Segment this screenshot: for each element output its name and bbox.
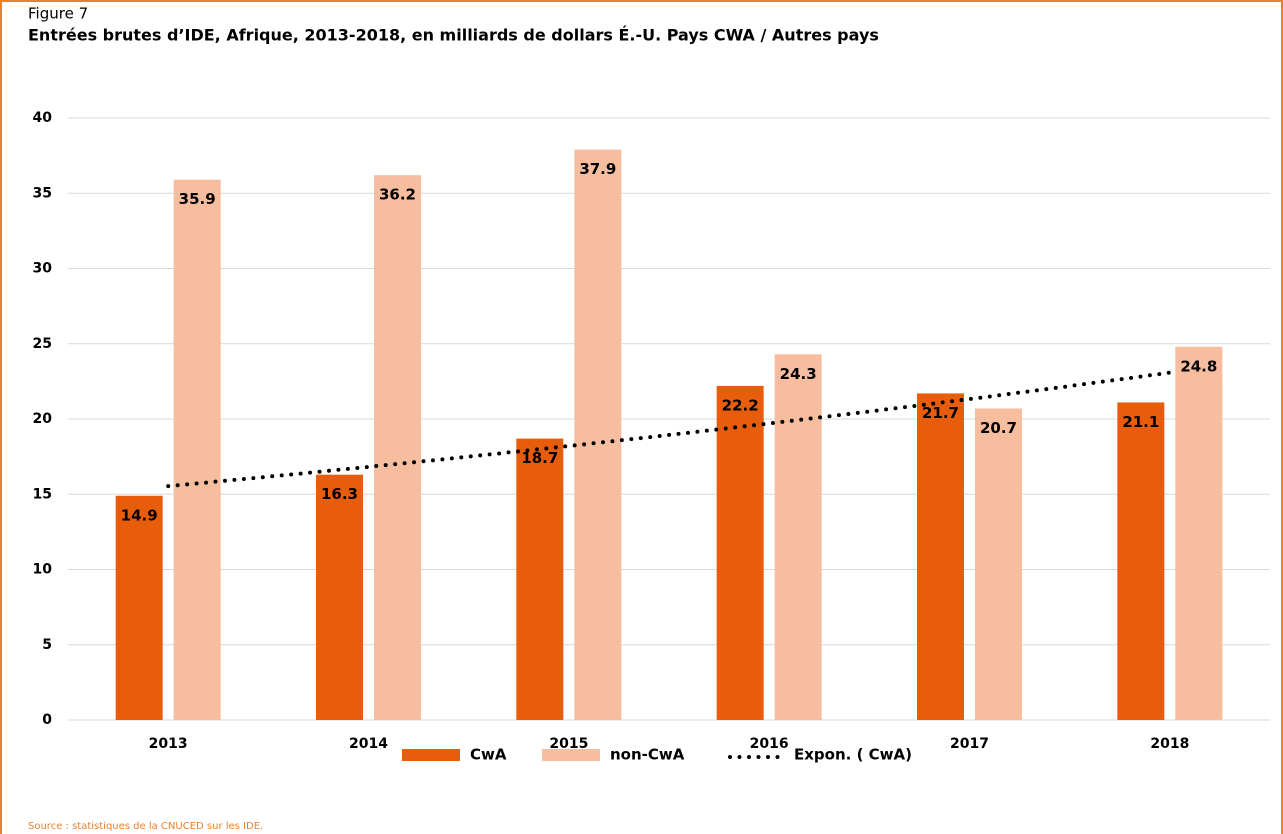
y-tick-label: 25: [33, 336, 52, 352]
x-tick-label: 2017: [950, 736, 989, 752]
x-tick-label: 2013: [149, 736, 188, 752]
data-label: 21.7: [922, 404, 959, 422]
bar: [574, 149, 622, 721]
data-label: 20.7: [980, 419, 1017, 437]
x-tick-label: 2014: [349, 736, 388, 752]
x-tick-label: 2015: [549, 736, 588, 752]
bar: [516, 438, 564, 720]
bar: [115, 495, 163, 720]
bar: [316, 474, 363, 720]
bar: [1117, 402, 1165, 720]
data-label: 22.2: [722, 396, 759, 414]
figure-label: Figure 7: [28, 5, 88, 23]
bar: [975, 408, 1022, 720]
bar: [774, 354, 822, 720]
x-tick-label: 2016: [750, 736, 789, 752]
chart-title: Entrées brutes d’IDE, Afrique, 2013-2018…: [28, 26, 879, 45]
data-label: 24.3: [780, 365, 817, 383]
bar: [173, 179, 221, 720]
legend-label: CwA: [470, 746, 507, 764]
y-tick-label: 30: [33, 261, 53, 277]
bar: [1175, 346, 1223, 720]
bar: [917, 393, 964, 720]
y-tick-label: 10: [33, 562, 53, 578]
legend-swatch: [542, 749, 600, 761]
legend-label: Expon. ( CwA): [794, 746, 912, 764]
y-tick-label: 35: [33, 185, 52, 201]
y-tick-label: 0: [42, 712, 52, 728]
bar: [374, 175, 421, 720]
data-label: 37.9: [579, 160, 616, 178]
source: Source : statistiques de la CNUCED sur l…: [28, 821, 263, 832]
data-label: 21.1: [1122, 413, 1159, 431]
trendline: [166, 370, 1172, 489]
data-label: 14.9: [121, 506, 158, 524]
y-tick-label: 20: [33, 411, 53, 427]
y-tick-label: 15: [33, 486, 52, 502]
x-tick-label: 2018: [1150, 736, 1189, 752]
data-label: 18.7: [521, 449, 558, 467]
y-tick-label: 40: [33, 110, 53, 126]
legend-swatch: [402, 749, 460, 761]
data-label: 24.8: [1180, 357, 1217, 375]
bar: [716, 385, 764, 720]
data-label: 36.2: [379, 186, 416, 204]
data-label: 16.3: [321, 485, 358, 503]
data-label: 35.9: [179, 190, 216, 208]
y-tick-label: 5: [42, 637, 52, 653]
legend-label: non-CwA: [610, 746, 685, 764]
